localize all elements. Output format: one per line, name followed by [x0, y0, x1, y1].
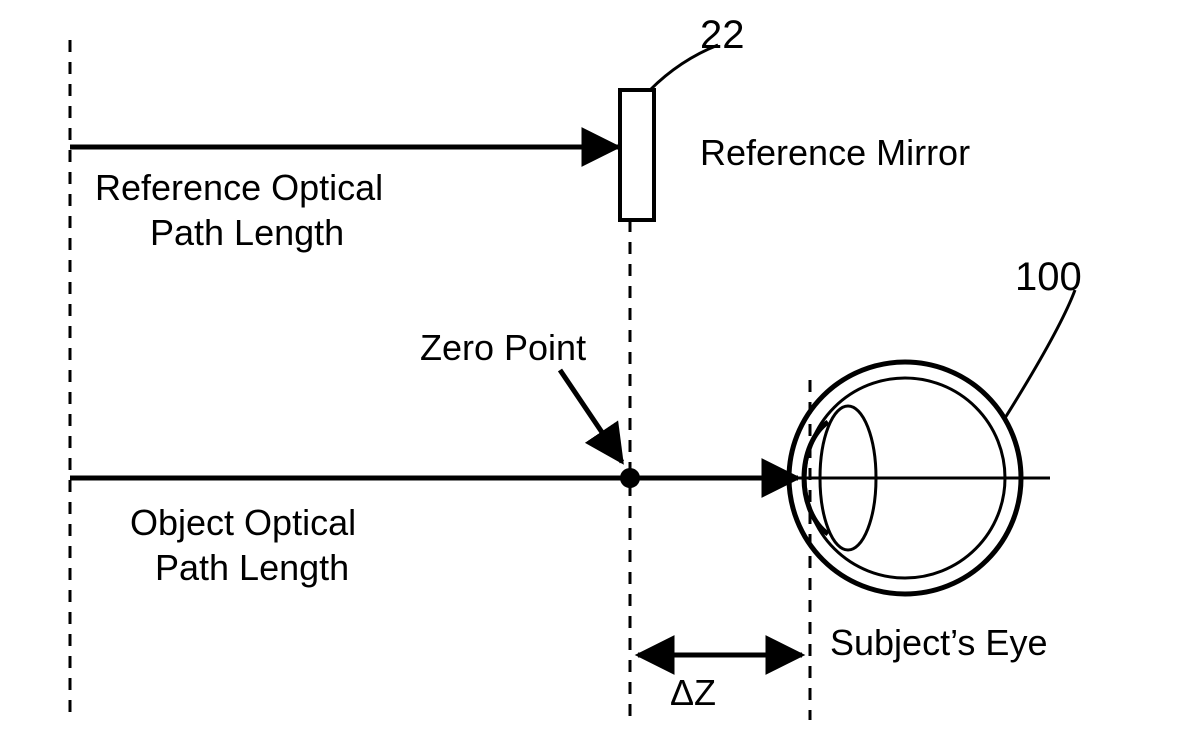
- ref-optical-label-2: Path Length: [150, 212, 344, 253]
- ref-optical-label-1: Reference Optical: [95, 167, 383, 208]
- zero-point-marker: [620, 468, 640, 488]
- obj-optical-label-1: Object Optical: [130, 502, 356, 543]
- subjects-eye-label: Subject’s Eye: [830, 622, 1047, 663]
- zero-point-label: Zero Point: [420, 327, 586, 368]
- eye-leader: [1005, 290, 1075, 418]
- eye-number: 100: [1015, 255, 1082, 299]
- obj-optical-label-2: Path Length: [155, 547, 349, 588]
- reference-mirror: [620, 90, 654, 220]
- delta-z-label: ΔZ: [670, 672, 716, 713]
- optical-path-diagram: 22Reference MirrorReference OpticalPath …: [0, 0, 1191, 745]
- ref-mirror-label: Reference Mirror: [700, 132, 970, 173]
- ref-mirror-number: 22: [700, 13, 745, 57]
- zero-point-arrow: [560, 370, 622, 462]
